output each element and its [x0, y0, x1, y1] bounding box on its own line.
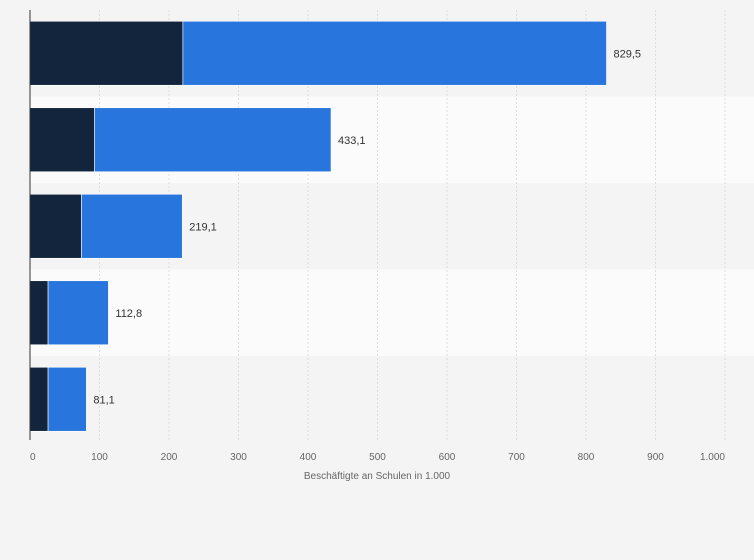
value-labels: 829,5 433,1 219,1 112,8 81,1	[93, 48, 641, 406]
x-tick-label: 600	[439, 452, 456, 463]
bars	[29, 20, 607, 432]
x-tick-label: 500	[369, 452, 386, 463]
x-axis-title: Beschäftigte an Schulen in 1.000	[304, 471, 451, 482]
bar-segment-series-2	[182, 20, 607, 86]
value-label: 81,1	[93, 394, 114, 406]
bar-segment-series-2	[94, 107, 332, 173]
x-tick-label: 0	[30, 452, 36, 463]
bar-segment-series-2	[81, 193, 183, 259]
bar-segment-series-1	[29, 193, 82, 259]
x-tick-label: 1.000	[700, 452, 725, 463]
bar-segment-series-1	[29, 20, 184, 86]
bar-segment-series-1	[29, 280, 49, 346]
bar-segment-series-1	[29, 366, 49, 432]
bar-segment-series-1	[29, 107, 95, 173]
x-tick-label: 900	[647, 452, 664, 463]
bar-segment-series-2	[47, 366, 87, 432]
row-band	[30, 269, 754, 356]
value-label: 433,1	[338, 135, 366, 147]
x-tick-label: 400	[300, 452, 317, 463]
x-tick-label: 700	[508, 452, 525, 463]
x-tick-label: 100	[91, 452, 108, 463]
x-tick-labels: 0 100 200 300 400 500 600 700 800 900 1.000	[30, 452, 725, 463]
row-bands	[30, 10, 754, 443]
value-label: 112,8	[115, 308, 142, 320]
row-band	[30, 356, 754, 443]
x-tick-label: 300	[230, 452, 247, 463]
bar-segment-series-2	[47, 280, 109, 346]
value-label: 829,5	[614, 48, 642, 60]
value-label: 219,1	[189, 221, 217, 233]
x-tick-label: 200	[161, 452, 178, 463]
x-tick-label: 800	[578, 452, 595, 463]
